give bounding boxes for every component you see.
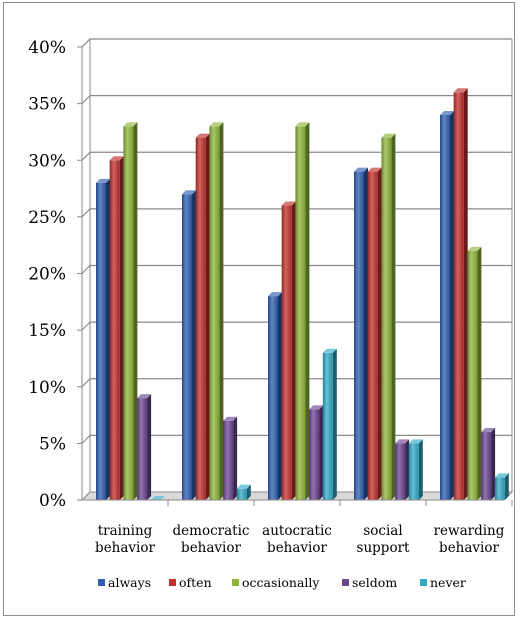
bar-occasionally [295, 122, 310, 501]
bar-seldom [223, 416, 238, 500]
legend-swatch [232, 579, 239, 586]
legend-item-always: always [98, 575, 151, 590]
legend-label: never [430, 575, 466, 590]
bar-often [453, 88, 468, 501]
legend-label: often [179, 575, 212, 590]
bar-always [440, 110, 454, 500]
y-tick-label: 40% [28, 38, 66, 58]
y-tick-label: 30% [28, 151, 66, 171]
legend-label: always [108, 575, 151, 590]
y-tick-label: 20% [28, 265, 66, 285]
legend-label: occasionally [242, 575, 320, 590]
x-axis-category-labels: training behavior democratic behavior autocr… [82, 499, 513, 556]
bar-never [150, 496, 165, 500]
bar-occasionally [209, 122, 224, 501]
y-tick-label: 25% [28, 208, 66, 228]
y-axis-tick-labels: 0% 5% 10% 15% 20% 25% 30% 35% 40% [28, 38, 83, 511]
bar-group-democratic-behavior [182, 122, 251, 501]
bar-often [281, 201, 296, 501]
legend-item-often: often [169, 575, 212, 590]
y-tick-label: 35% [28, 95, 66, 115]
legend: always often occasionally seldom never [98, 575, 466, 590]
gridline [81, 151, 512, 161]
legend-label: seldom [352, 575, 397, 590]
bar-always [354, 167, 368, 500]
gridline [81, 38, 512, 48]
legend-swatch [342, 579, 349, 586]
legend-swatch [169, 579, 176, 586]
bar-group-social-support [354, 133, 423, 500]
bar-always [96, 178, 110, 500]
bar-always [182, 190, 196, 500]
y-tick-label: 5% [39, 434, 66, 454]
bar-seldom [309, 405, 324, 500]
bar-often [195, 133, 210, 500]
bar-group-training-behavior [96, 122, 165, 501]
bar-group-autocratic-behavior [268, 122, 337, 501]
y-tick-label: 0% [39, 491, 66, 511]
bar-occasionally [123, 122, 138, 501]
category-label: democratic behavior [173, 523, 250, 556]
bar-never [322, 348, 337, 500]
bar-often [109, 156, 124, 500]
bar-always [268, 292, 282, 500]
gridline [81, 95, 512, 105]
legend-swatch [420, 579, 427, 586]
legend-item-never: never [420, 575, 466, 590]
y-tick-label: 15% [28, 321, 66, 341]
bar-often [367, 167, 382, 500]
bar-never [494, 473, 509, 500]
category-label: training behavior [95, 523, 155, 556]
category-label: rewarding behavior [434, 523, 505, 556]
bar-never [408, 439, 423, 500]
bar-seldom [137, 394, 152, 500]
bar-occasionally [467, 246, 482, 500]
bar-occasionally [381, 133, 396, 500]
legend-item-seldom: seldom [342, 575, 397, 590]
bar-seldom [481, 428, 496, 500]
bar-never [236, 484, 251, 500]
category-label: social support [357, 523, 410, 556]
bar-group-rewarding-behavior [440, 88, 509, 501]
category-label: autocratic behavior [262, 523, 332, 556]
legend-swatch [98, 579, 105, 586]
legend-item-occasionally: occasionally [232, 575, 320, 590]
bar-seldom [395, 439, 410, 500]
y-tick-label: 10% [28, 378, 66, 398]
bars [96, 88, 509, 501]
